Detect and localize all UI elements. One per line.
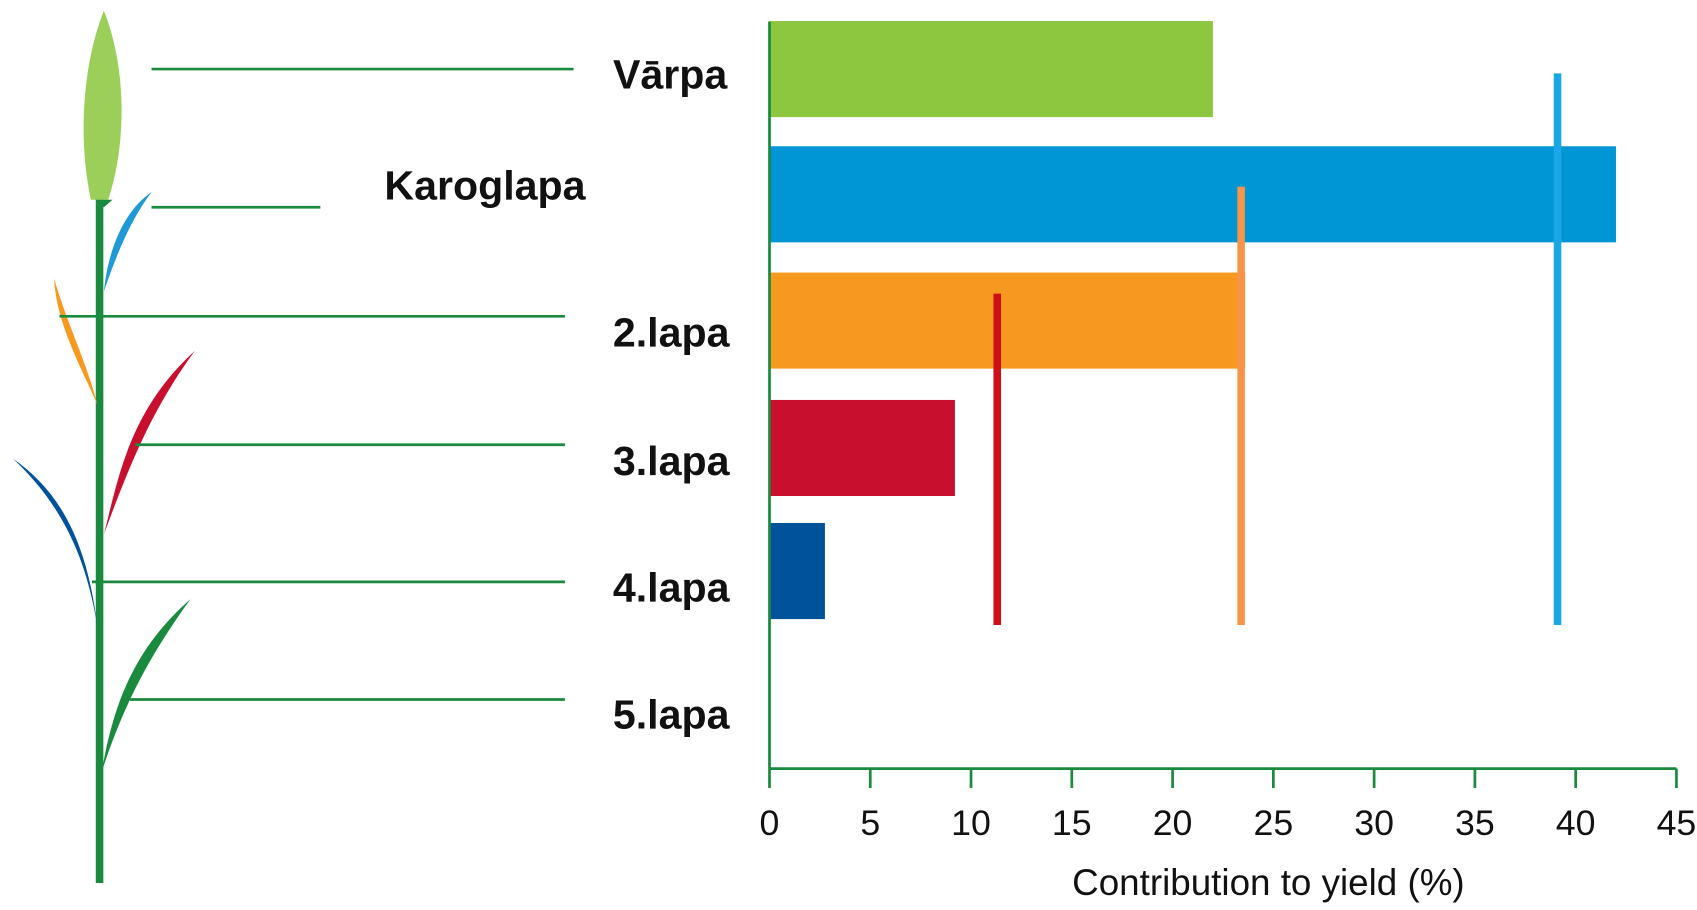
bar <box>769 523 824 619</box>
category-label: 3.lapa <box>613 438 731 484</box>
x-tick-label: 30 <box>1354 803 1394 843</box>
bar <box>769 21 1212 117</box>
category-label: Karoglapa <box>384 163 586 209</box>
x-tick-label: 25 <box>1253 803 1293 843</box>
x-tick-label: 5 <box>860 803 880 843</box>
category-label: 4.lapa <box>613 564 731 610</box>
category-label: 2.lapa <box>613 310 731 356</box>
x-tick-label: 45 <box>1657 803 1697 843</box>
plant <box>13 11 195 883</box>
x-tick-label: 10 <box>951 803 991 843</box>
bar <box>769 146 1615 242</box>
category-label: 5.lapa <box>613 692 731 738</box>
category-label: Vārpa <box>613 52 728 98</box>
x-tick-label: 40 <box>1556 803 1596 843</box>
chart: Contribution to yield (%) Vārpa Karoglapa… <box>0 0 1697 910</box>
bar <box>769 273 1245 369</box>
x-tick-label: 20 <box>1153 803 1193 843</box>
bar <box>769 400 954 496</box>
x-tick-label: 35 <box>1455 803 1495 843</box>
x-tick-label: 15 <box>1052 803 1092 843</box>
page: Contribution to yield (%) Vārpa Karoglapa… <box>0 0 1697 910</box>
x-tick-label: 0 <box>760 803 780 843</box>
x-axis-title: Contribution to yield (%) <box>1072 862 1465 903</box>
